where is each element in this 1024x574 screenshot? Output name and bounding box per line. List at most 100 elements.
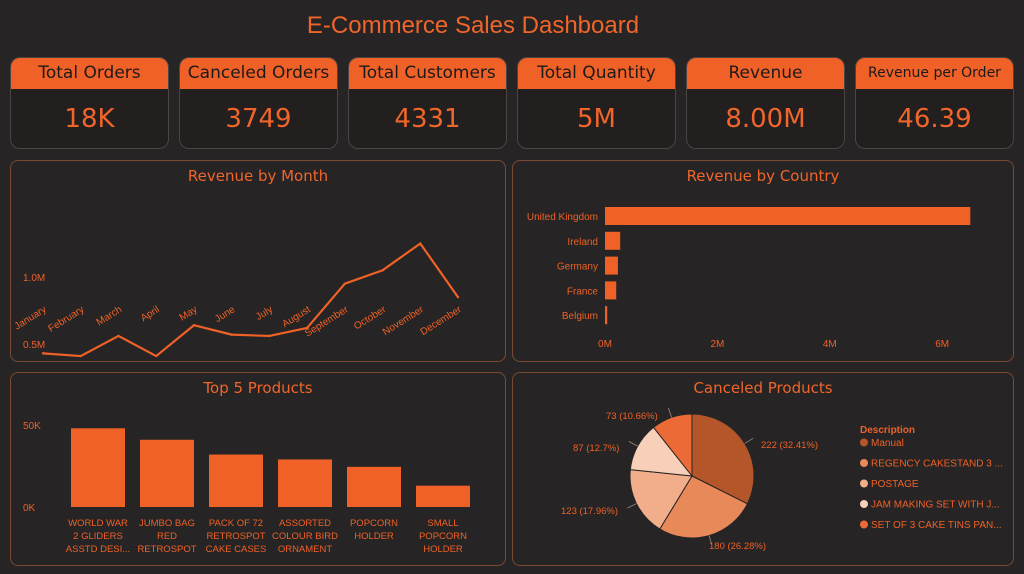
country-bar	[605, 256, 618, 275]
x-tick-label: March	[95, 304, 124, 328]
category-label: WORLD WAR 2 GLIDERS ASSTD DESI...	[66, 518, 130, 555]
legend-entry: JAM MAKING SET WITH J...	[871, 500, 1000, 511]
data-point	[192, 324, 196, 327]
revenue-by-month-panel: Revenue by Month 0.5M 1.0M January February…	[10, 160, 506, 362]
kpi-value: 5M	[577, 104, 616, 134]
data-point	[79, 354, 82, 358]
chart-title: Canceled Products	[693, 379, 833, 397]
data-point	[343, 282, 347, 285]
y-tick-label: 0.5M	[23, 340, 45, 351]
x-tick-label: 2M	[710, 339, 724, 350]
canceled-products-chart: 222 (32.41%) 180 (26.28%) 123 (17.96%) 87 (…	[561, 407, 1003, 552]
pie-slice	[629, 469, 693, 530]
kpi-card-revenue: Revenue 8.00M	[686, 57, 845, 149]
category-label: ASSORTED COLOUR BIRD ORNAMENT	[272, 518, 338, 555]
legend-entry: POSTAGE	[871, 479, 919, 490]
kpi-card-total-quantity: Total Quantity 5M	[517, 57, 676, 149]
legend-marker	[860, 459, 868, 467]
category-label: SMALL POPCORN HOLDER	[419, 518, 467, 555]
x-tick-label: 4M	[823, 339, 837, 350]
x-tick-label: June	[213, 304, 238, 325]
y-tick-label: 50K	[23, 421, 41, 432]
y-tick-label: 0K	[23, 503, 36, 514]
data-point	[268, 334, 271, 338]
x-tick-label: November	[381, 304, 427, 338]
country-bar	[605, 207, 971, 225]
slice-label: 73 (10.66%)	[606, 411, 658, 422]
leader-line	[744, 437, 754, 444]
x-tick-label: 0M	[598, 339, 612, 350]
kpi-label: Total Customers	[349, 58, 506, 89]
category-label: Germany	[557, 262, 598, 273]
leader-line	[708, 535, 713, 546]
chart-title: Revenue by Country	[686, 167, 840, 185]
category-label: Ireland	[567, 237, 598, 248]
legend-entry: REGENCY CAKESTAND 3 ...	[871, 459, 1003, 470]
kpi-value: 46.39	[897, 104, 972, 134]
product-bar	[278, 459, 332, 507]
category-label: Belgium	[562, 311, 598, 322]
slice-label: 87 (12.7%)	[573, 443, 619, 454]
kpi-label: Total Quantity	[518, 58, 675, 89]
data-point	[305, 326, 309, 330]
kpi-value: 3749	[225, 104, 292, 134]
x-tick-label: January	[13, 304, 49, 332]
revenue-line	[42, 242, 459, 358]
category-label: JUMBO BAG RED RETROSPOT	[137, 518, 196, 555]
kpi-value: 18K	[64, 104, 115, 134]
revenue-by-country-chart: United Kingdom Ireland Germany France Belgiu…	[527, 207, 971, 350]
product-bar	[140, 439, 194, 507]
leader-line	[627, 503, 637, 509]
legend-entry: SET OF 3 CAKE TINS PAN...	[871, 520, 1002, 531]
category-label: POPCORN HOLDER	[350, 518, 398, 542]
kpi-label: Total Orders	[11, 58, 168, 89]
data-point	[381, 269, 384, 272]
chart-title: Revenue by Month	[187, 167, 329, 185]
x-tick-label: 6M	[935, 339, 949, 350]
x-tick-label: May	[178, 304, 200, 323]
revenue-by-country-panel: Revenue by Country United Kingdom Ireland…	[512, 160, 1014, 362]
x-tick-label: April	[139, 304, 162, 324]
slice-label: 180 (26.28%)	[709, 541, 766, 552]
dashboard-title: E-Commerce Sales Dashboard	[306, 12, 640, 39]
x-tick-label: September	[303, 304, 351, 340]
kpi-value: 4331	[394, 104, 461, 134]
kpi-value: 8.00M	[725, 104, 806, 134]
leader-line	[667, 407, 673, 418]
slice-label: 222 (32.41%)	[761, 440, 818, 451]
data-point	[154, 354, 158, 358]
kpi-label: Revenue per Order	[856, 58, 1013, 89]
kpi-label: Canceled Orders	[180, 58, 337, 89]
leader-line	[628, 440, 638, 447]
category-label: United Kingdom	[527, 212, 598, 223]
kpi-card-total-orders: Total Orders 18K	[10, 57, 169, 149]
category-label: France	[567, 286, 599, 297]
country-bar	[605, 231, 621, 250]
legend-title: Description	[860, 425, 915, 436]
x-tick-label: July	[254, 304, 275, 323]
country-bar	[605, 281, 617, 300]
data-point	[456, 295, 460, 299]
x-tick-label: December	[419, 304, 465, 338]
product-bar	[347, 466, 401, 507]
kpi-label: Revenue	[687, 58, 844, 89]
chart-title: Top 5 Products	[203, 379, 313, 397]
canceled-products-panel: Canceled Products 222 (32.41%) 180 (26.28…	[512, 372, 1014, 566]
legend-marker	[860, 479, 868, 488]
product-bar	[416, 485, 470, 507]
top-products-panel: Top 5 Products 0K 50K WORLD WAR 2 GLIDERS AS…	[10, 372, 506, 566]
legend-marker	[860, 438, 868, 447]
y-tick-label: 1.0M	[23, 273, 45, 284]
product-bar	[209, 454, 263, 507]
data-point	[41, 352, 45, 355]
product-bar	[71, 428, 125, 507]
data-point	[419, 242, 422, 245]
legend-marker	[860, 520, 868, 529]
pie-slice	[652, 413, 693, 478]
data-point	[117, 334, 120, 338]
top-products-chart: 0K 50K WORLD WAR 2 GLIDERS ASSTD DESI...JUMB…	[23, 421, 470, 555]
country-bar	[605, 306, 608, 325]
kpi-card-total-customers: Total Customers 4331	[348, 57, 507, 149]
x-tick-label: February	[47, 304, 87, 335]
